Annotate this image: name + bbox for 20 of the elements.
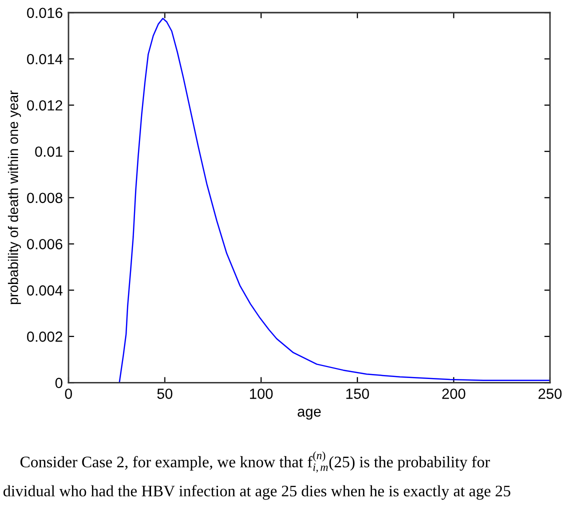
- x-tick-label: 250: [538, 388, 562, 399]
- y-tick-label: 0.01: [35, 146, 62, 157]
- line-series: [118, 18, 550, 383]
- x-axis-title: age: [298, 408, 321, 420]
- y-tick-label: 0: [55, 378, 62, 388]
- x-tick-label: 50: [157, 388, 172, 399]
- y-axis-title: probability of death within one year: [8, 90, 21, 304]
- x-tick-label: 200: [442, 388, 466, 399]
- text: Consider Case 2, for example, we know that f$^{(n)}$$_{i,m}$(25) is the probability for: [20, 451, 490, 473]
- y-tick-label: 0.002: [27, 332, 62, 342]
- x-tick-label: 100: [250, 388, 273, 399]
- y-tick-label: 0.004: [27, 285, 63, 296]
- y-tick-label: 0.012: [27, 100, 62, 111]
- y-tick-label: 0.006: [27, 239, 62, 250]
- y-tick-label: 0.008: [27, 192, 62, 204]
- x-tick-label: 150: [346, 388, 369, 399]
- y-tick-label: 0.016: [27, 8, 62, 18]
- text: dividual who had the HBV infection at age 25 dies when he is exactly at age 25: [3, 485, 510, 500]
- y-tick-label: 0.014: [27, 54, 63, 64]
- x-tick-label: 0: [65, 388, 72, 399]
